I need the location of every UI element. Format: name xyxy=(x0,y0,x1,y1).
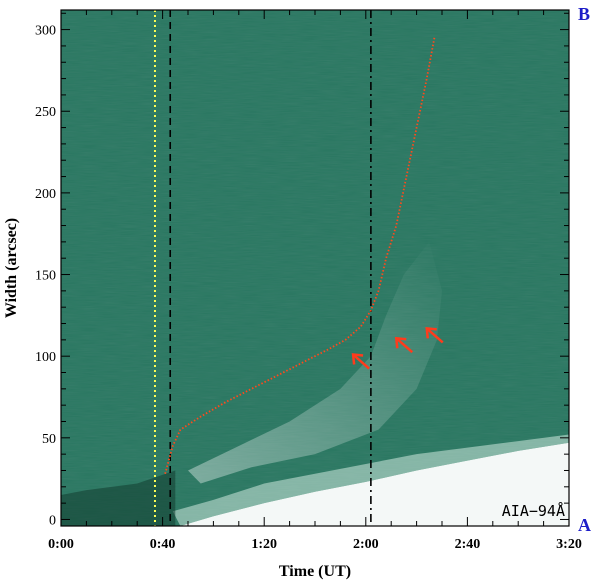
plot-area xyxy=(61,10,569,526)
dark-low-region xyxy=(61,470,176,526)
y-tick-label: 0 xyxy=(49,513,56,528)
y-tick-label: 300 xyxy=(35,24,56,39)
corner-label-a: A xyxy=(578,515,591,535)
y-axis-title: Width (arcsec) xyxy=(3,218,20,318)
corner-label-b: B xyxy=(578,4,590,24)
y-tick-label: 250 xyxy=(35,105,56,120)
panel-label: AIA−94Å xyxy=(502,501,565,520)
x-axis-title: Time (UT) xyxy=(279,563,351,580)
annotation-arrow-1 xyxy=(351,353,370,370)
x-tick-label: 0:40 xyxy=(150,537,176,552)
y-tick-label: 100 xyxy=(35,350,56,365)
x-tick-label: 1:20 xyxy=(251,537,277,552)
x-tick-label: 2:40 xyxy=(455,537,481,552)
fit-curve xyxy=(164,37,436,474)
cme-glow xyxy=(188,241,442,484)
x-tick-label: 0:00 xyxy=(48,537,74,552)
annotation-arrow-3 xyxy=(425,327,444,344)
y-tick-label: 200 xyxy=(35,187,56,202)
x-tick-label: 3:20 xyxy=(556,537,582,552)
y-tick-label: 150 xyxy=(35,269,56,284)
bright-emission xyxy=(180,442,569,526)
annotation-arrow-2 xyxy=(394,336,414,354)
y-tick-label: 50 xyxy=(42,432,56,447)
x-tick-label: 2:00 xyxy=(353,537,379,552)
